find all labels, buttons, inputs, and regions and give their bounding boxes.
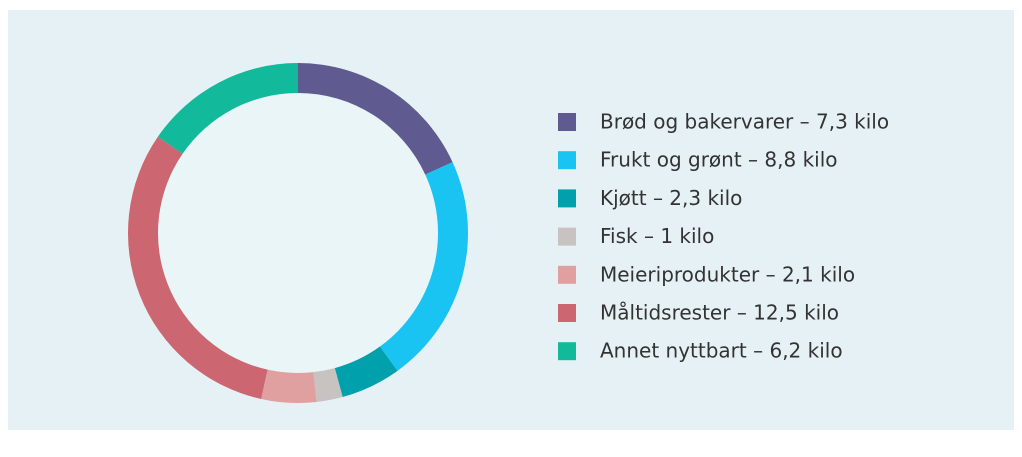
legend-swatch [558,189,576,208]
legend-label: Fisk – 1 kilo [600,224,714,248]
legend-label: Frukt og grønt – 8,8 kilo [600,148,838,172]
legend-label: Kjøtt – 2,3 kilo [600,186,742,210]
legend-swatch [558,342,576,361]
legend-label: Måltidsrester – 12,5 kilo [600,301,839,325]
legend-swatch [558,151,576,170]
legend-label: Brød og bakervarer – 7,3 kilo [600,110,889,134]
legend-swatch [558,227,576,246]
donut-slice [313,368,343,402]
donut-slice [298,63,453,175]
donut-slice [157,63,298,154]
legend-label: Annet nyttbart – 6,2 kilo [600,339,843,363]
legend-swatch [558,113,576,131]
donut-slice [379,162,468,371]
legend-swatch [558,265,576,284]
legend-swatch [558,304,576,322]
donut-slice [334,346,398,398]
legend-label: Meieriprodukter – 2,1 kilo [600,262,855,286]
donut-slice [127,136,268,399]
donut-hole [156,91,440,375]
donut-slice [261,369,317,403]
